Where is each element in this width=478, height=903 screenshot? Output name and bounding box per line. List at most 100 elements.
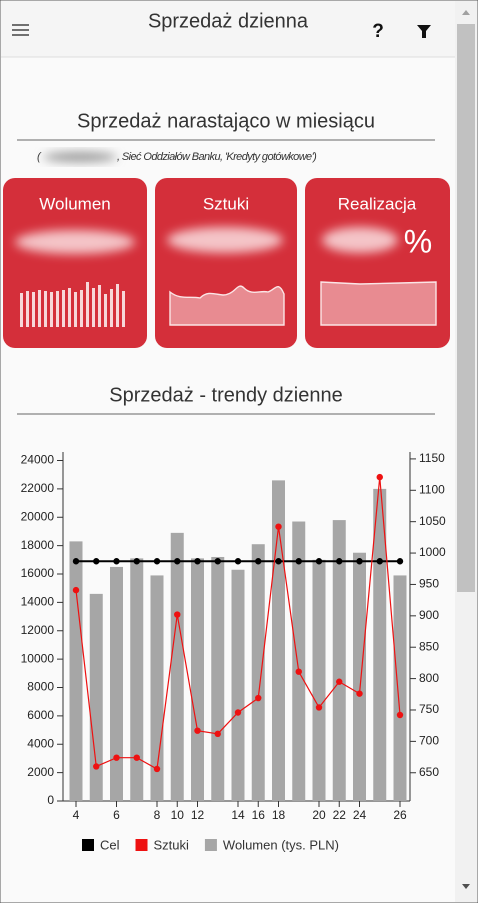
y2-tick-label: 1100 [419,482,445,496]
legend-label: Cel [100,837,120,852]
point [194,558,201,565]
y2-tick-label: 700 [419,734,439,748]
point [174,611,181,618]
legend-swatch [82,839,94,851]
point [336,558,343,565]
card-title: Sztuki [203,194,249,213]
point [133,754,140,761]
x-tick-label: 16 [252,808,266,822]
point [275,558,282,565]
y-tick-label: 10000 [21,651,55,665]
card[interactable] [155,178,297,348]
bar [393,575,407,801]
bar [211,556,225,801]
bar [292,521,306,801]
y2-tick-label: 750 [419,702,439,716]
y-tick-label: 12000 [21,623,55,637]
header-title: Sprzedaż dzienna [148,10,309,32]
x-tick-label: 10 [171,808,185,822]
bar [332,520,346,801]
x-tick-label: 26 [393,808,407,822]
x-tick-label: 20 [312,808,326,822]
scroll-down[interactable] [462,884,470,889]
y2-tick-label: 1150 [419,451,445,465]
point [295,558,302,565]
y2-tick-label: 850 [419,639,439,653]
card-title: Realizacja [338,194,417,213]
header-bar [1,1,455,57]
y2-tick-label: 900 [419,608,439,622]
scroll-up[interactable] [462,10,470,15]
point [133,558,140,565]
point [234,709,242,716]
bar [353,552,366,801]
y-tick-label: 4000 [27,736,54,750]
point [174,558,181,565]
point [396,711,404,719]
point [153,558,161,565]
point [113,558,120,565]
card-suffix: % [404,223,432,259]
y2-tick-label: 800 [419,671,439,685]
bar [312,559,326,801]
bar [69,541,83,801]
point [275,523,282,530]
point [356,558,363,565]
y-tick-label: 24000 [21,453,55,467]
point [255,694,262,702]
x-tick-label: 14 [231,808,245,822]
point [194,727,201,734]
bar [170,532,184,801]
point [234,558,242,565]
filter-button[interactable] [417,25,431,38]
menu-button[interactable] [12,24,29,36]
help-button[interactable]: ? [372,21,384,42]
y2-tick-label: 650 [419,765,439,779]
y-tick-label: 2000 [27,765,54,779]
legend-swatch [135,839,148,851]
x-tick-label: 4 [73,808,80,822]
legend-swatch [204,839,217,851]
blurred-text [43,152,117,162]
x-tick-label: 8 [154,808,161,822]
y2-tick-label: 950 [419,577,439,591]
bar [231,569,245,801]
card[interactable] [3,178,147,348]
point [255,558,262,565]
y2-tick-label: 1000 [419,545,446,559]
y-tick-label: 20000 [21,509,55,523]
y-tick-label: 18000 [21,538,55,552]
chart-title: Sprzedaż - trendy dzienne [109,384,342,406]
point [396,558,404,565]
bar [373,488,387,801]
x-tick-label: 6 [113,808,120,822]
card-title: Wolumen [39,194,111,213]
y-tick-label: 14000 [21,595,55,609]
y-tick-label: 8000 [27,680,54,694]
point [93,558,100,565]
point [315,704,323,711]
bar [130,558,144,801]
section-title: Sprzedaż narastająco w miesiącu [77,110,375,132]
subtitle-rest: , Sieć Oddziałów Banku, 'Kredyty gotówko… [117,151,317,163]
subtitle-open: ( [37,151,42,163]
scrollbar-thumb[interactable] [457,24,475,592]
x-tick-label: 24 [353,808,367,822]
point [214,558,221,565]
point [72,558,80,565]
point [113,754,120,761]
y-tick-label: 22000 [21,481,55,495]
point [72,586,80,594]
point [376,473,383,481]
card[interactable] [305,178,450,348]
point [315,558,323,565]
y-tick-label: 6000 [27,708,54,722]
x-tick-label: 12 [191,808,205,822]
x-tick-label: 18 [272,808,286,822]
y2-tick-label: 1050 [419,514,446,528]
point [214,730,221,738]
point [376,558,383,565]
x-tick-label: 22 [333,808,347,822]
y-tick-label: 16000 [21,566,55,580]
